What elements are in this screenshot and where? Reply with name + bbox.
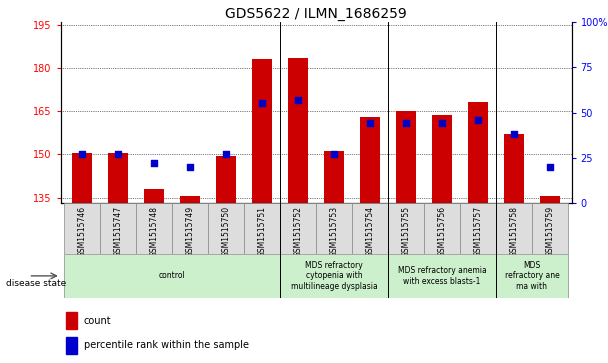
Point <box>114 151 123 157</box>
Text: GSM1515749: GSM1515749 <box>186 206 195 257</box>
Point <box>545 164 555 170</box>
Bar <box>388 203 424 254</box>
Text: MDS refractory anemia
with excess blasts-1: MDS refractory anemia with excess blasts… <box>398 266 486 286</box>
Bar <box>280 203 316 254</box>
Bar <box>316 203 352 254</box>
Bar <box>324 151 344 203</box>
Bar <box>108 153 128 203</box>
Point <box>437 121 447 126</box>
Bar <box>352 203 388 254</box>
Point <box>330 151 339 157</box>
Bar <box>216 156 236 203</box>
Text: GSM1515757: GSM1515757 <box>474 206 483 257</box>
Text: GSM1515748: GSM1515748 <box>150 206 159 257</box>
Bar <box>72 153 92 203</box>
Point <box>293 97 303 103</box>
Text: GSM1515751: GSM1515751 <box>258 206 267 257</box>
Bar <box>504 134 524 203</box>
Text: GSM1515750: GSM1515750 <box>222 206 231 257</box>
Point <box>185 164 195 170</box>
Bar <box>432 115 452 203</box>
Text: MDS
refractory ane
ma with: MDS refractory ane ma with <box>505 261 559 291</box>
Point <box>257 101 267 106</box>
Bar <box>468 102 488 203</box>
Bar <box>100 203 136 254</box>
Text: GSM1515753: GSM1515753 <box>330 206 339 257</box>
Text: GSM1515752: GSM1515752 <box>294 206 303 257</box>
Point <box>401 121 411 126</box>
Text: GSM1515747: GSM1515747 <box>114 206 123 257</box>
Text: GSM1515746: GSM1515746 <box>78 206 87 257</box>
Bar <box>424 203 460 254</box>
Text: percentile rank within the sample: percentile rank within the sample <box>84 340 249 350</box>
Bar <box>540 196 560 203</box>
Bar <box>460 203 496 254</box>
Point <box>77 151 87 157</box>
Point <box>150 160 159 166</box>
Bar <box>396 111 416 203</box>
Point <box>473 117 483 123</box>
Text: GSM1515758: GSM1515758 <box>510 206 519 257</box>
Point <box>365 121 375 126</box>
Bar <box>209 203 244 254</box>
Bar <box>496 254 568 298</box>
Bar <box>280 254 388 298</box>
Bar <box>288 58 308 203</box>
Text: GSM1515756: GSM1515756 <box>438 206 446 257</box>
Bar <box>252 59 272 203</box>
Text: disease state: disease state <box>6 279 66 287</box>
Text: GSM1515755: GSM1515755 <box>401 206 410 257</box>
Point <box>221 151 231 157</box>
Text: GSM1515759: GSM1515759 <box>545 206 554 257</box>
Bar <box>181 196 200 203</box>
Bar <box>145 189 164 203</box>
Text: control: control <box>159 272 185 280</box>
Text: count: count <box>84 316 111 326</box>
Title: GDS5622 / ILMN_1686259: GDS5622 / ILMN_1686259 <box>226 7 407 21</box>
Bar <box>496 203 532 254</box>
Bar <box>66 312 77 330</box>
Bar <box>244 203 280 254</box>
Point <box>509 131 519 137</box>
Bar <box>64 254 280 298</box>
Bar <box>66 337 77 354</box>
Bar <box>360 117 380 203</box>
Bar <box>532 203 568 254</box>
Text: MDS refractory
cytopenia with
multilineage dysplasia: MDS refractory cytopenia with multilinea… <box>291 261 378 291</box>
Bar <box>64 203 100 254</box>
Text: GSM1515754: GSM1515754 <box>365 206 375 257</box>
Bar <box>388 254 496 298</box>
Bar <box>136 203 172 254</box>
Bar <box>172 203 209 254</box>
